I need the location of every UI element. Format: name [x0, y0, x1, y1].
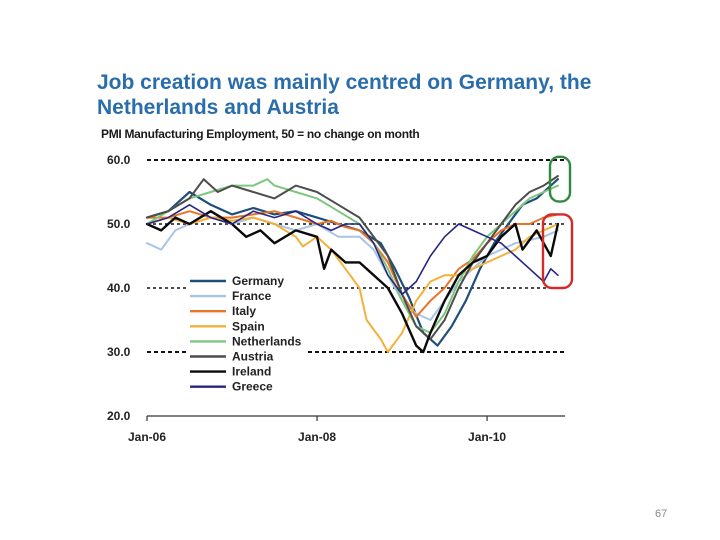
legend-row-background [186, 319, 302, 334]
legend-label-greece: Greece [232, 380, 273, 394]
legend-label-france: France [232, 289, 272, 303]
series-line-spain [146, 216, 559, 353]
series-line-italy [146, 210, 559, 318]
page-number: 67 [655, 508, 668, 520]
legend-label-italy: Italy [232, 304, 256, 318]
legend-row-background [186, 289, 302, 304]
y-tick-label: 50.0 [107, 217, 131, 231]
x-tick-label: Jan-08 [298, 430, 336, 444]
legend-label-ireland: Ireland [232, 365, 271, 379]
highlight-italy-spain-ireland-greece [541, 213, 574, 290]
legend-row-background [186, 334, 302, 349]
series-line-greece [146, 204, 559, 296]
x-tick-label: Jan-10 [468, 430, 506, 444]
series-line-germany [145, 178, 559, 347]
legend-label-netherlands: Netherlands [232, 334, 302, 348]
y-tick-label: 60.0 [107, 153, 131, 167]
legend-label-austria: Austria [232, 350, 274, 364]
legend-row-background [186, 349, 302, 364]
y-tick-label: 30.0 [107, 345, 131, 359]
legend-row-background [186, 364, 302, 379]
legend-label-spain: Spain [232, 319, 265, 333]
y-tick-label: 20.0 [107, 409, 131, 423]
chart-title: Job creation was mainly centred on Germa… [97, 71, 592, 119]
legend-row-background [186, 304, 302, 319]
series-line-ireland [145, 210, 560, 354]
legend-label-germany: Germany [232, 274, 284, 288]
y-tick-label: 40.0 [107, 281, 131, 295]
legend-row-background [186, 379, 302, 394]
chart-subtitle: PMI Manufacturing Employment, 50 = no ch… [101, 127, 420, 141]
highlight-germany-netherlands-austria [548, 155, 572, 203]
x-tick-label: Jan-06 [128, 430, 166, 444]
legend-row-background [186, 274, 302, 288]
series-line-austria [146, 175, 559, 341]
